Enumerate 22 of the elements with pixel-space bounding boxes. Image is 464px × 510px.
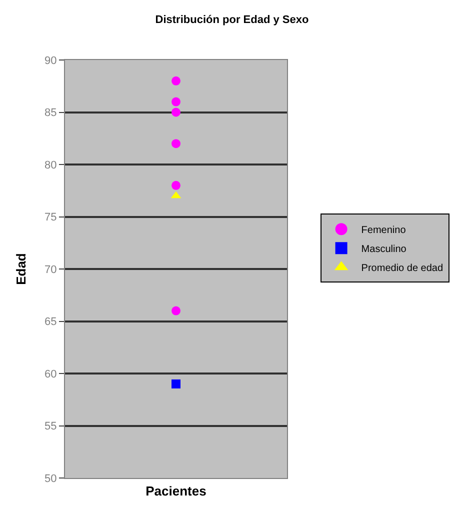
point: [172, 180, 180, 190]
y-tick-label: 75: [44, 212, 57, 224]
point: [172, 379, 180, 388]
y-tick-label: 60: [44, 368, 57, 380]
y-tick-label: 90: [44, 54, 57, 67]
y-tick-label: 50: [44, 472, 57, 485]
y-tick-label: 55: [44, 420, 57, 433]
x-axis-title: Pacientes: [146, 484, 206, 499]
point: [172, 306, 180, 316]
point: [172, 139, 180, 148]
y-tick-label: 70: [44, 264, 57, 276]
legend-label: Masculino: [361, 244, 407, 255]
point: [172, 76, 180, 86]
legend-label: Femenino: [361, 225, 406, 236]
point: [172, 97, 180, 106]
y-tick-label: 85: [44, 107, 57, 120]
y-tick-label: 80: [44, 159, 57, 172]
y-tick-label: 65: [44, 316, 57, 328]
point: [172, 108, 180, 117]
y-axis-title: Edad: [14, 253, 28, 285]
chart-title: Distribución por Edad y Sexo: [155, 14, 309, 26]
legend-label: Promedio de edad: [361, 263, 444, 274]
